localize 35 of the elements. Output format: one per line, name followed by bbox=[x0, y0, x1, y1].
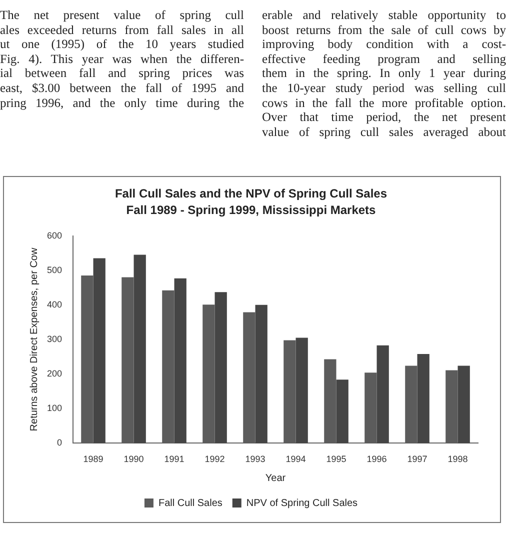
y-tick-label: 300 bbox=[46, 334, 62, 344]
x-tick-label: 1997 bbox=[407, 454, 428, 464]
legend-label: Fall Cull Sales bbox=[158, 498, 222, 509]
chart-subtitle: Fall 1989 - Spring 1999, Mississippi Markets bbox=[126, 202, 376, 217]
bar bbox=[93, 258, 106, 444]
bar bbox=[174, 278, 186, 444]
text: The net present value of spring cull ales exceeded returns from fall sales in all ut one (1995) of the 10 years studied Fig. 4). This year was when the differen- ial between fall and spring prices was east, $3.00 between the fall of 1995 and pring 1996, and the only time during the bbox=[0, 8, 244, 112]
x-tick-label: 1991 bbox=[164, 454, 184, 464]
y-tick-label: 100 bbox=[46, 403, 62, 414]
y-tick-label: 500 bbox=[46, 264, 62, 275]
bar bbox=[376, 345, 389, 444]
bar bbox=[296, 338, 308, 444]
bar bbox=[336, 380, 348, 444]
y-tick-label: 400 bbox=[46, 299, 62, 310]
chart-title: Fall Cull Sales and the NPV of Spring Cull Sales bbox=[114, 186, 388, 201]
y-axis-title: Returns above Direct Expenses, per Cow bbox=[28, 247, 40, 432]
legend-label: NPV of Spring Cull Sales bbox=[246, 498, 358, 509]
x-tick-label: 1994 bbox=[286, 454, 306, 464]
x-tick-label: 1993 bbox=[245, 454, 266, 464]
x-tick-label: 1990 bbox=[124, 454, 144, 464]
x-tick-label: 1989 bbox=[83, 454, 104, 464]
y-tick-label: 200 bbox=[46, 368, 62, 379]
x-tick-label: 1996 bbox=[366, 454, 387, 464]
x-tick-label: 1995 bbox=[326, 454, 346, 464]
y-tick-label: 600 bbox=[46, 230, 62, 240]
bar bbox=[417, 354, 430, 444]
bar bbox=[458, 366, 470, 444]
bar bbox=[255, 304, 268, 444]
x-tick-label: 1992 bbox=[204, 454, 225, 464]
bar bbox=[134, 254, 146, 444]
x-tick-label: 1998 bbox=[448, 454, 468, 464]
bar bbox=[214, 292, 227, 444]
x-axis-title: Year bbox=[265, 472, 286, 484]
text: erable and relatively stable opportunity to boost returns from the sale of cull cows by improving body condition with a cost- effective feeding program and selling them in the spring. In only 1 year during the 10-year study period was selling cull cows in the fall the more profitable option. Over that time period, the net present value of spring cull sales averaged about bbox=[262, 8, 506, 139]
y-tick-label: 0 bbox=[57, 438, 62, 448]
